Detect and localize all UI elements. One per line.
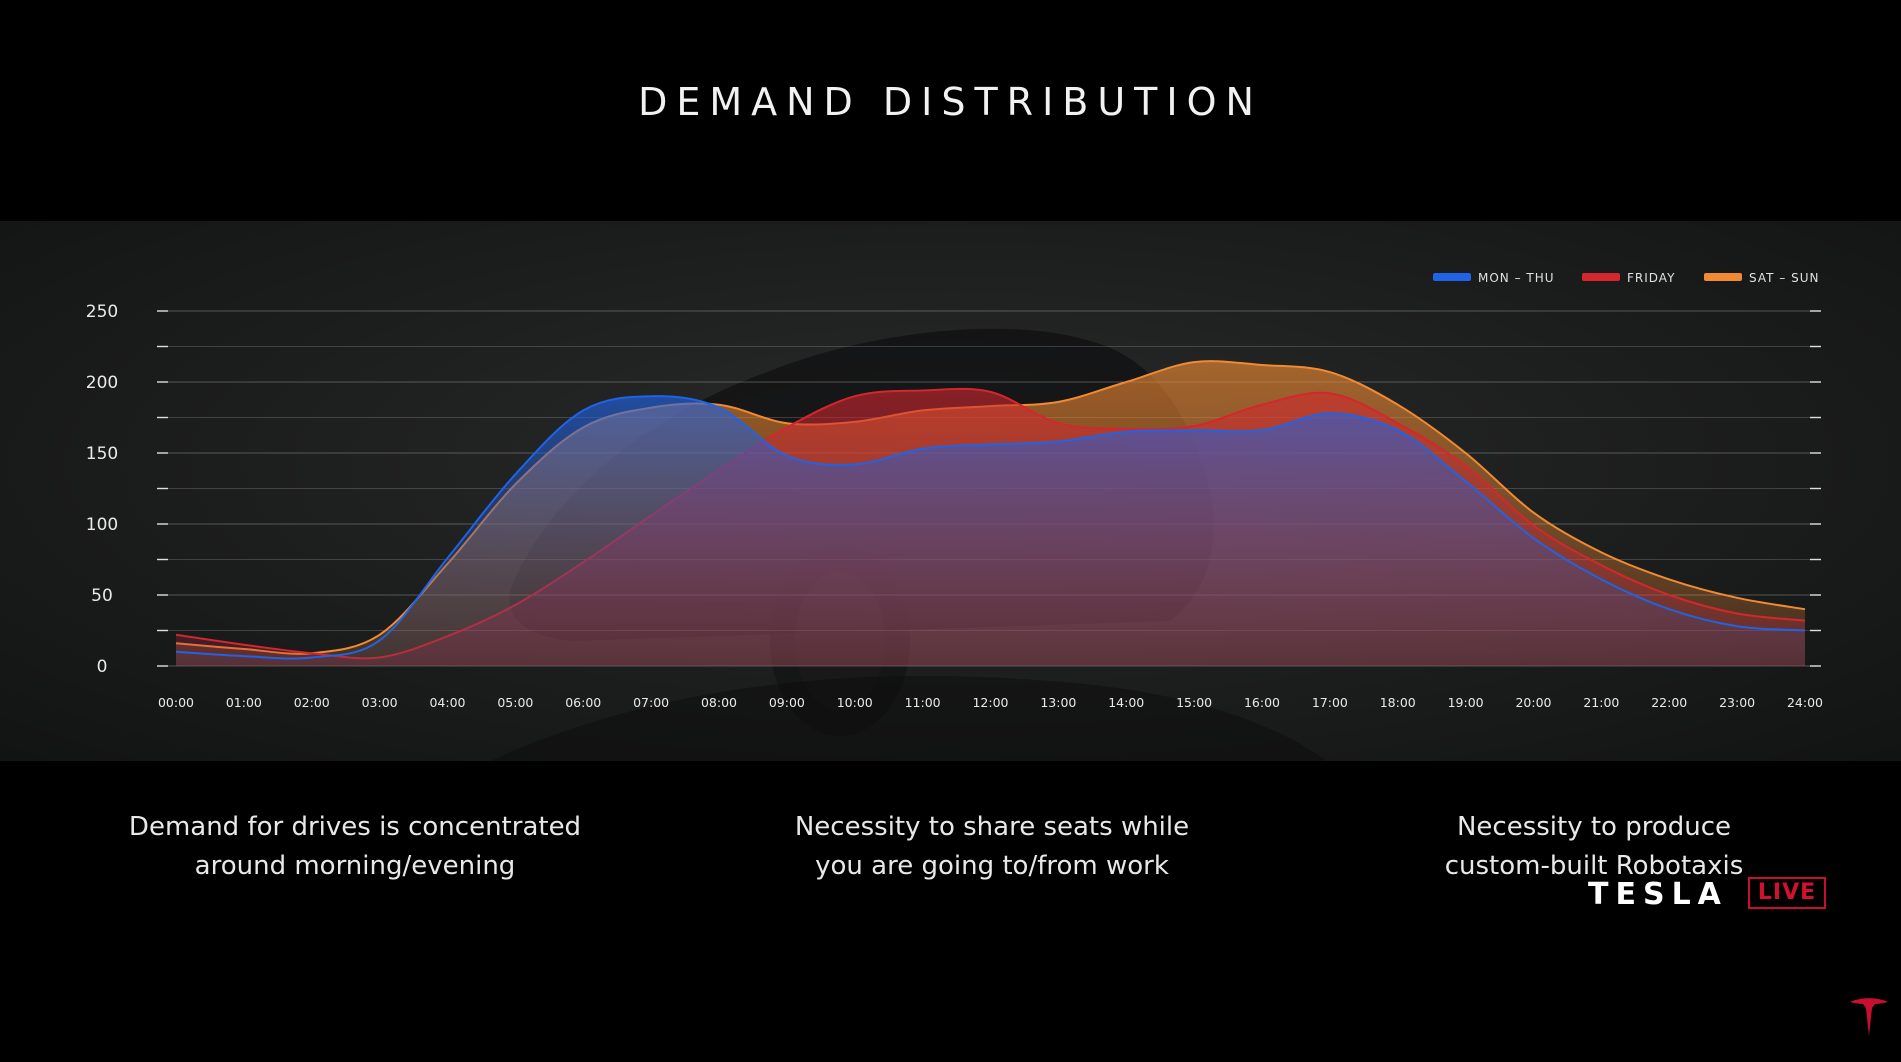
x-tick-label: 04:00: [429, 695, 465, 710]
caption-line: you are going to/from work: [815, 851, 1169, 881]
captions: Demand for drives is concentrated around…: [0, 808, 1901, 908]
x-tick-label: 24:00: [1787, 695, 1823, 710]
x-tick-label: 12:00: [972, 695, 1008, 710]
x-tick-label: 07:00: [633, 695, 669, 710]
x-axis-ticks: 00:00 01:00 02:00 03:00 04:00 05:00 06:00 07:00…: [158, 695, 1823, 710]
y-tick-label: 150: [86, 444, 118, 464]
x-tick-label: 13:00: [1040, 695, 1076, 710]
caption-share-seats: Necessity to share seats while you are g…: [712, 808, 1272, 886]
caption-line: custom-built Robotaxis: [1444, 851, 1744, 881]
x-tick-label: 16:00: [1244, 695, 1280, 710]
x-tick-label: 22:00: [1651, 695, 1687, 710]
caption-line: around morning/evening: [194, 851, 516, 881]
x-tick-label: 21:00: [1583, 695, 1619, 710]
x-tick-label: 18:00: [1380, 695, 1416, 710]
caption-morning-evening: Demand for drives is concentrated around…: [75, 808, 635, 886]
legend-label-friday: FRIDAY: [1627, 271, 1675, 285]
x-tick-label: 00:00: [158, 695, 194, 710]
area-fill-mon_thu: [176, 396, 1805, 666]
legend-swatch-mon_thu: [1433, 273, 1471, 281]
y-tick-label: 0: [97, 657, 108, 677]
live-badge: LIVE: [1748, 877, 1826, 909]
y-axis-ticks: 0 50 100 150 200 250: [86, 302, 118, 677]
demand-chart: 0 50 100 150 200 250 00:00 01:00 02:00 03:00 04:0…: [86, 271, 1823, 710]
x-tick-label: 20:00: [1515, 695, 1551, 710]
x-tick-label: 02:00: [294, 695, 330, 710]
y-tick-label: 50: [91, 586, 113, 606]
x-tick-label: 17:00: [1312, 695, 1348, 710]
tesla-wordmark: TESLA: [1588, 877, 1728, 912]
x-tick-label: 09:00: [769, 695, 805, 710]
tesla-logo-icon: [1850, 998, 1888, 1036]
x-tick-label: 01:00: [226, 695, 262, 710]
caption-line: Demand for drives is concentrated: [128, 812, 582, 842]
x-tick-label: 05:00: [497, 695, 533, 710]
slide-title: DEMAND DISTRIBUTION: [638, 80, 1263, 124]
x-tick-label: 15:00: [1176, 695, 1212, 710]
legend-label-mon_thu: MON – THU: [1478, 271, 1555, 285]
x-tick-label: 23:00: [1719, 695, 1755, 710]
x-tick-label: 10:00: [837, 695, 873, 710]
x-tick-label: 06:00: [565, 695, 601, 710]
y-tick-label: 200: [86, 373, 118, 393]
x-tick-label: 14:00: [1108, 695, 1144, 710]
y-tick-label: 250: [86, 302, 118, 322]
legend-label-sat_sun: SAT – SUN: [1749, 271, 1819, 285]
chart-panel: 0 50 100 150 200 250 00:00 01:00 02:00 03:00 04:0…: [0, 221, 1901, 761]
caption-robotaxis: Necessity to produce custom-built Robota…: [1314, 808, 1874, 886]
chart-legend: MON – THU FRIDAY SAT – SUN: [1433, 271, 1819, 285]
legend-swatch-sat_sun: [1704, 273, 1742, 281]
series-line-mon_thu: [175, 395, 1806, 660]
x-tick-label: 11:00: [905, 695, 941, 710]
area-series: [175, 360, 1806, 666]
caption-line: Necessity to produce: [1456, 812, 1732, 842]
legend-swatch-friday: [1582, 273, 1620, 281]
y-tick-label: 100: [86, 515, 118, 535]
x-tick-label: 08:00: [701, 695, 737, 710]
tesla-live-brand: TESLA LIVE: [1588, 876, 1832, 914]
x-tick-label: 03:00: [362, 695, 398, 710]
caption-line: Necessity to share seats while: [794, 812, 1190, 842]
x-tick-label: 19:00: [1448, 695, 1484, 710]
